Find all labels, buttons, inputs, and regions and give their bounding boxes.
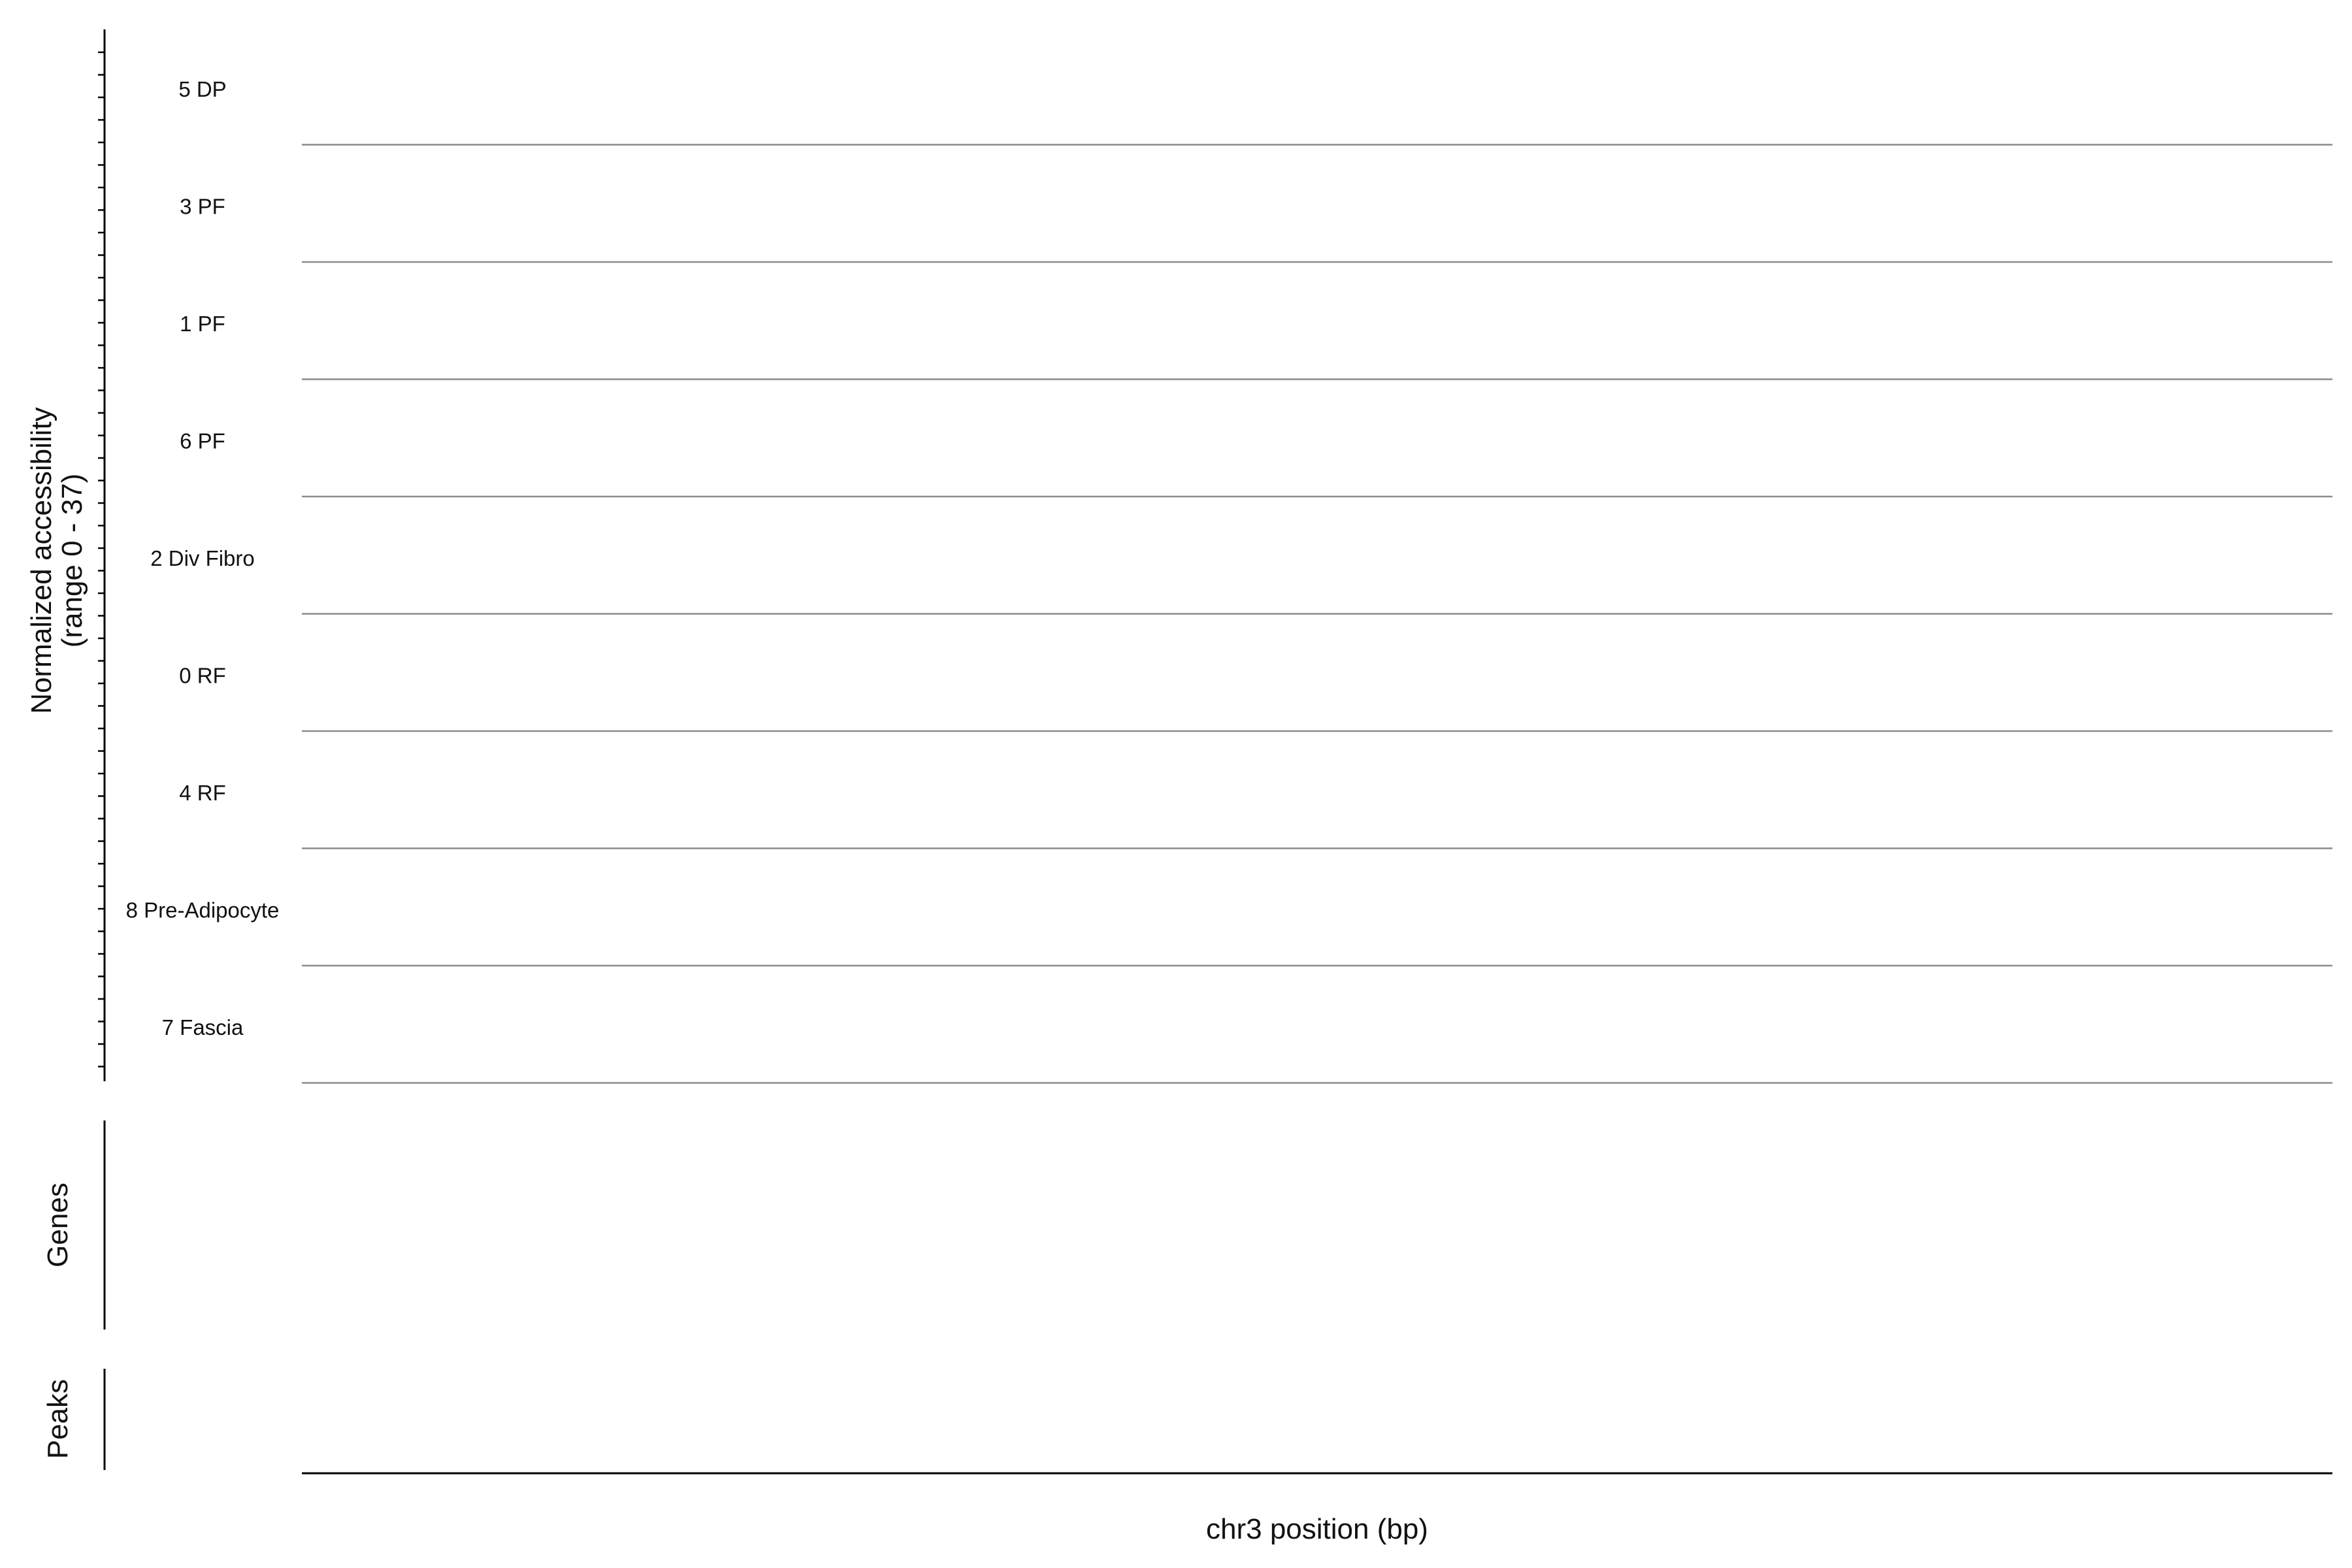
track-5-dp: 5 DP [178, 77, 2332, 146]
coverage-tracks: 5 DP 3 PF 1 PF 6 PF 2 Div Fibro 0 RF 4 RF 8 Pre… [126, 77, 2332, 1084]
track-label: 6 PF [180, 429, 225, 453]
track-label: 1 PF [180, 312, 225, 336]
genes-panel-label: Genes [42, 1183, 74, 1267]
track-7-fascia: 7 Fascia [162, 1015, 2332, 1084]
track-label: 5 DP [178, 77, 226, 101]
track-6-pf: 6 PF [180, 429, 2332, 498]
track-1-pf: 1 PF [180, 312, 2332, 380]
track-4-rf: 4 RF [179, 781, 2332, 849]
peaks-panel-label: Peaks [42, 1379, 74, 1459]
track-8-pre-adipocyte: 8 Pre-Adipocyte [126, 898, 2332, 967]
coverage-y-ticks [98, 51, 105, 1068]
track-3-pf: 3 PF [180, 195, 2332, 263]
x-axis-title: chr3 position (bp) [1206, 1513, 1428, 1545]
track-label: 0 RF [179, 664, 226, 688]
track-label: 3 PF [180, 195, 225, 219]
track-2-div-fibro: 2 Div Fibro [150, 546, 2332, 615]
track-label: 4 RF [179, 781, 226, 805]
track-label: 7 Fascia [162, 1015, 244, 1039]
track-label: 8 Pre-Adipocyte [126, 898, 280, 923]
y-axis-title-line1: Normalized accessibility [25, 407, 57, 713]
track-0-rf: 0 RF [179, 664, 2332, 732]
y-axis-title-line2: (range 0 - 37) [56, 474, 88, 648]
track-label: 2 Div Fibro [150, 546, 255, 570]
